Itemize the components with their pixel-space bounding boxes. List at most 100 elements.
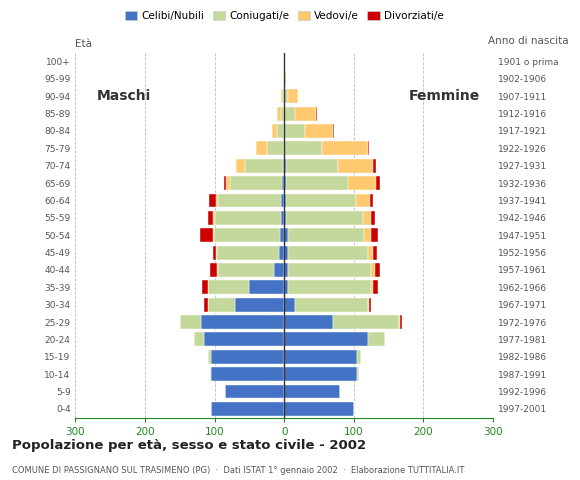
Bar <box>212 246 216 260</box>
Bar <box>180 315 201 329</box>
Bar <box>209 193 216 207</box>
Bar <box>284 211 287 225</box>
Bar <box>370 193 374 207</box>
Bar <box>281 107 284 120</box>
Bar <box>287 211 363 225</box>
Bar <box>284 142 322 156</box>
Bar <box>215 211 281 225</box>
Text: Maschi: Maschi <box>97 89 151 103</box>
Text: Anno di nascita: Anno di nascita <box>488 36 568 46</box>
Bar <box>363 211 371 225</box>
Bar <box>376 176 379 190</box>
Bar <box>208 211 213 225</box>
Bar <box>356 193 370 207</box>
Bar <box>204 298 208 312</box>
Bar <box>214 228 280 242</box>
Bar <box>364 228 371 242</box>
Bar <box>322 142 368 156</box>
Bar <box>333 315 399 329</box>
Bar <box>371 263 375 277</box>
Bar <box>283 89 284 103</box>
Bar <box>280 246 284 260</box>
Bar <box>287 193 356 207</box>
Bar <box>295 107 316 120</box>
Bar <box>305 124 333 138</box>
Bar <box>284 367 357 381</box>
Bar <box>218 193 281 207</box>
Bar <box>368 142 369 156</box>
Bar <box>211 402 284 416</box>
Bar <box>368 298 369 312</box>
Bar <box>372 159 376 173</box>
Bar <box>357 350 361 364</box>
Bar <box>357 367 358 381</box>
Bar <box>226 176 230 190</box>
Bar <box>316 107 317 120</box>
Bar <box>283 159 284 173</box>
Bar <box>249 280 284 294</box>
Bar <box>217 246 280 260</box>
Bar <box>216 246 217 260</box>
Bar <box>230 176 282 190</box>
Bar <box>284 159 285 173</box>
Bar <box>274 263 284 277</box>
Bar <box>288 246 368 260</box>
Bar <box>284 228 288 242</box>
Bar <box>285 176 348 190</box>
Bar <box>400 315 402 329</box>
Bar <box>284 280 288 294</box>
Bar <box>288 280 371 294</box>
Bar <box>201 315 284 329</box>
Bar <box>372 280 378 294</box>
Bar <box>208 298 235 312</box>
Bar <box>210 367 211 381</box>
Bar <box>245 159 283 173</box>
Bar <box>284 333 368 347</box>
Bar <box>277 124 284 138</box>
Bar <box>288 228 364 242</box>
Bar <box>284 107 295 120</box>
Bar <box>284 263 288 277</box>
Bar <box>281 89 283 103</box>
Bar <box>208 350 211 364</box>
Bar <box>216 193 218 207</box>
Bar <box>280 228 284 242</box>
Bar <box>374 246 377 260</box>
Bar <box>236 159 245 173</box>
Bar <box>212 228 214 242</box>
Bar <box>371 228 378 242</box>
Text: Età: Età <box>75 39 92 49</box>
Bar <box>200 228 212 242</box>
Legend: Celibi/Nubili, Coniugati/e, Vedovi/e, Divorziati/e: Celibi/Nubili, Coniugati/e, Vedovi/e, Di… <box>121 7 448 25</box>
Bar <box>284 350 357 364</box>
Bar <box>338 159 372 173</box>
Bar <box>399 315 400 329</box>
Bar <box>267 142 284 156</box>
Bar <box>371 211 375 225</box>
Bar <box>204 333 284 347</box>
Bar <box>288 89 298 103</box>
Bar <box>202 280 208 294</box>
Bar <box>281 193 284 207</box>
Bar <box>224 176 226 190</box>
Bar <box>284 176 285 190</box>
Bar <box>285 159 338 173</box>
Bar <box>284 315 333 329</box>
Bar <box>375 263 380 277</box>
Bar <box>369 298 371 312</box>
Bar <box>368 246 374 260</box>
Text: COMUNE DI PASSIGNANO SUL TRASIMENO (PG)  ·  Dati ISTAT 1° gennaio 2002  ·  Elabo: COMUNE DI PASSIGNANO SUL TRASIMENO (PG) … <box>12 466 464 475</box>
Bar <box>211 263 218 277</box>
Bar <box>333 124 334 138</box>
Bar <box>211 367 284 381</box>
Bar <box>282 176 284 190</box>
Bar <box>211 350 284 364</box>
Bar <box>288 263 371 277</box>
Bar <box>284 193 287 207</box>
Bar <box>295 298 368 312</box>
Bar <box>281 211 284 225</box>
Bar <box>271 124 277 138</box>
Bar <box>284 72 285 86</box>
Bar <box>277 107 281 120</box>
Bar <box>348 176 376 190</box>
